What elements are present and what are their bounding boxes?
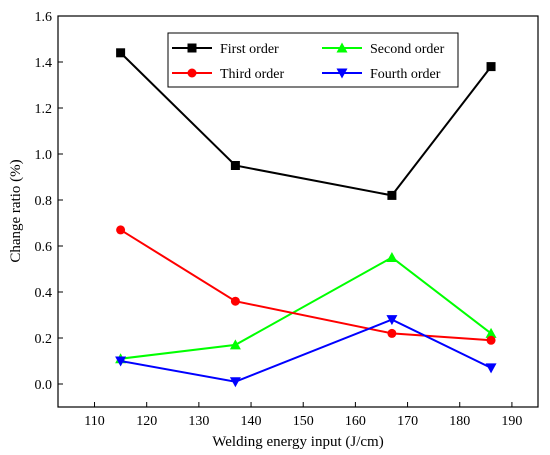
data-point (230, 161, 240, 170)
x-axis-title: Welding energy input (J/cm) (212, 434, 383, 450)
x-tick-label: 130 (188, 414, 209, 429)
x-tick-label: 140 (241, 414, 262, 429)
data-point (230, 296, 240, 306)
legend-swatch-marker (336, 68, 348, 79)
plot-frame (57, 15, 539, 408)
legend-swatch-marker (336, 42, 348, 53)
legend-label: Fourth order (370, 67, 441, 82)
series-line (119, 52, 492, 197)
y-tick-label: 0.2 (35, 332, 53, 347)
data-point (485, 327, 497, 338)
data-point (116, 48, 126, 58)
series-line (120, 229, 492, 342)
y-tick-label: 0.8 (35, 194, 53, 209)
y-tick-label: 0.0 (35, 378, 53, 393)
data-point (386, 252, 398, 262)
data-point (116, 225, 126, 235)
x-tick-label: 150 (293, 414, 314, 429)
y-tick-label: 1.2 (35, 102, 53, 117)
x-tick-label: 170 (397, 414, 418, 429)
data-point (115, 356, 127, 367)
x-tick-label: 110 (84, 414, 104, 429)
data-point (229, 339, 241, 350)
series-line (120, 256, 492, 360)
y-tick-label: 0.4 (35, 286, 53, 301)
legend-box (167, 32, 459, 88)
legend-label: Second order (370, 42, 445, 57)
legend-label: Third order (220, 67, 284, 82)
data-point (486, 62, 496, 72)
series-line (120, 318, 492, 383)
data-point (387, 190, 397, 200)
y-tick-label: 0.6 (35, 240, 53, 255)
y-axis: 0.0 0.2 0.4 0.6 0.8 1.0 1.2 1.4 1.6 (35, 10, 63, 393)
y-axis-title: Change ratio (%) (8, 159, 24, 262)
y-tick-label: 1.6 (35, 10, 53, 25)
data-point (386, 315, 398, 326)
x-tick-label: 190 (501, 414, 522, 429)
x-axis: 110 120 130 140 150 160 170 180 190 (84, 402, 522, 429)
y-tick-label: 1.0 (35, 148, 53, 163)
series-layer (115, 48, 497, 388)
data-point (387, 328, 397, 338)
x-tick-label: 160 (345, 414, 366, 429)
x-tick-label: 180 (449, 414, 470, 429)
data-point (229, 377, 241, 388)
legend-swatch-marker (187, 68, 197, 78)
y-tick-label: 1.4 (35, 56, 53, 71)
legend-label: First order (220, 42, 279, 57)
data-point (486, 335, 496, 345)
x-tick-label: 120 (136, 414, 157, 429)
legend-swatch-marker (187, 43, 197, 53)
data-point (485, 363, 497, 374)
legend: First order Second order Third order Fourth… (167, 32, 459, 88)
